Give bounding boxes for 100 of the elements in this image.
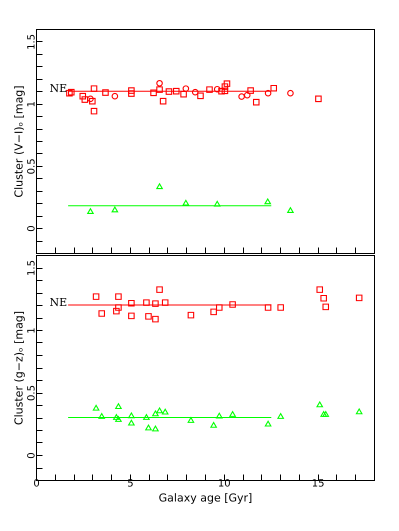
point bbox=[128, 420, 135, 426]
point bbox=[222, 83, 228, 90]
point bbox=[264, 198, 272, 204]
point bbox=[356, 294, 362, 302]
point bbox=[277, 413, 284, 419]
point bbox=[112, 206, 118, 212]
y-tick-label: 1.5 bbox=[26, 260, 38, 276]
point bbox=[222, 88, 228, 94]
point bbox=[128, 300, 135, 307]
point bbox=[322, 304, 330, 310]
point bbox=[113, 414, 120, 420]
point bbox=[224, 80, 230, 87]
point bbox=[160, 98, 166, 104]
point bbox=[156, 80, 163, 87]
point bbox=[315, 96, 322, 102]
point bbox=[128, 412, 135, 418]
point bbox=[214, 200, 220, 207]
point bbox=[92, 293, 100, 300]
point bbox=[218, 88, 225, 95]
point bbox=[162, 299, 168, 306]
point bbox=[180, 90, 187, 98]
y-axis-title: Cluster (g−z)ₒ [mag] bbox=[12, 310, 26, 426]
y-tick-label: 1.5 bbox=[26, 34, 38, 50]
point bbox=[89, 98, 96, 104]
point bbox=[90, 108, 98, 114]
point bbox=[216, 304, 223, 311]
point bbox=[128, 90, 135, 97]
point bbox=[98, 310, 106, 317]
y-tick-label: 0 bbox=[26, 225, 38, 232]
point bbox=[82, 96, 88, 103]
point bbox=[238, 93, 245, 100]
point bbox=[229, 301, 236, 308]
point bbox=[188, 417, 194, 423]
point bbox=[98, 413, 106, 419]
point bbox=[156, 183, 163, 190]
point bbox=[152, 300, 159, 307]
point bbox=[316, 401, 324, 408]
point bbox=[87, 208, 94, 214]
y-tick-label: 0.5 bbox=[26, 385, 38, 401]
point bbox=[156, 286, 163, 293]
point bbox=[197, 92, 204, 100]
point bbox=[145, 313, 152, 320]
point bbox=[113, 308, 120, 314]
annotation: NE bbox=[49, 82, 68, 96]
point bbox=[92, 404, 100, 411]
point bbox=[210, 422, 217, 428]
point bbox=[150, 90, 157, 96]
point bbox=[143, 299, 150, 306]
point bbox=[87, 96, 94, 102]
point bbox=[166, 88, 172, 95]
y-tick-label: 1 bbox=[26, 327, 38, 334]
point bbox=[128, 312, 135, 320]
annotation: NE bbox=[49, 296, 68, 309]
y-tick-label: 0 bbox=[26, 452, 38, 459]
point bbox=[206, 86, 213, 93]
point bbox=[68, 88, 75, 96]
point bbox=[277, 304, 284, 311]
point bbox=[115, 403, 122, 410]
point bbox=[172, 88, 180, 95]
point bbox=[320, 294, 327, 302]
point bbox=[188, 312, 194, 318]
point bbox=[156, 86, 163, 93]
point bbox=[182, 85, 190, 92]
point bbox=[152, 316, 159, 322]
point bbox=[229, 411, 236, 417]
point bbox=[115, 416, 122, 422]
point bbox=[128, 87, 135, 94]
point bbox=[152, 410, 159, 416]
point bbox=[162, 408, 168, 415]
point bbox=[145, 424, 152, 430]
point bbox=[182, 200, 190, 206]
point bbox=[287, 207, 294, 213]
point bbox=[287, 90, 294, 96]
point bbox=[90, 85, 98, 92]
point bbox=[247, 87, 254, 94]
point bbox=[356, 408, 362, 414]
y-tick-label: 0.5 bbox=[26, 158, 38, 174]
point bbox=[112, 92, 118, 100]
point bbox=[216, 412, 223, 419]
point bbox=[156, 407, 163, 414]
point bbox=[264, 420, 272, 427]
point bbox=[244, 92, 251, 98]
point bbox=[210, 308, 217, 316]
point bbox=[115, 304, 122, 311]
point bbox=[152, 426, 159, 432]
point bbox=[322, 411, 330, 417]
x-axis-title: Galaxy age [Gyr] bbox=[158, 492, 252, 504]
point bbox=[102, 89, 109, 96]
point bbox=[143, 414, 150, 420]
point bbox=[320, 411, 327, 417]
point bbox=[66, 90, 73, 96]
point bbox=[252, 98, 260, 106]
point bbox=[316, 286, 324, 293]
y-axis-title: Cluster (V−I)ₒ [mag] bbox=[12, 85, 26, 198]
point bbox=[270, 84, 278, 92]
y-tick-label: 1 bbox=[26, 100, 38, 108]
point bbox=[192, 88, 199, 96]
point bbox=[79, 92, 86, 100]
point bbox=[115, 293, 122, 300]
point bbox=[264, 304, 272, 311]
